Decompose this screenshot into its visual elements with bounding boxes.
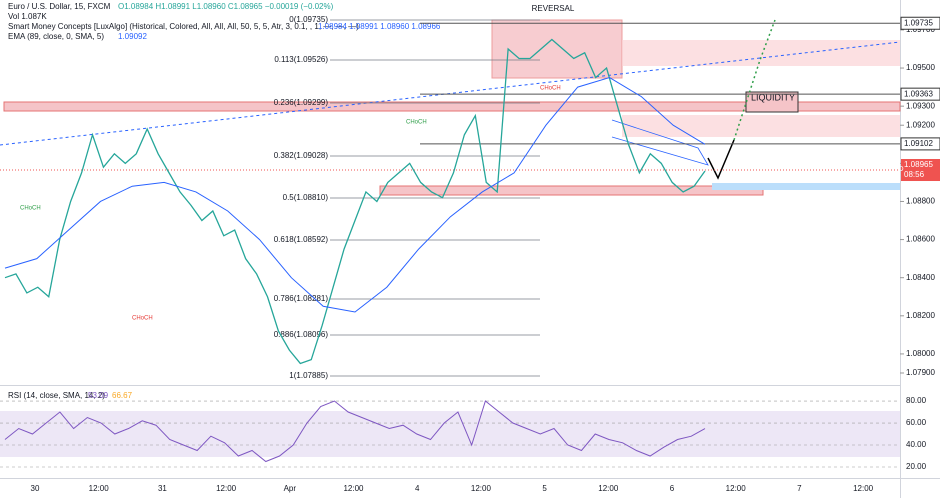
level-label: 1.09363 [904,89,933,98]
time-label: 12:00 [89,484,110,493]
support-zone [712,183,900,190]
price-line-series [4,38,706,365]
price-label: 1.08965 [904,160,933,169]
level-label: 1.09735 [904,18,933,27]
ohlc: O1.08984 H1.08991 L1.08960 C1.08965 −0.0… [118,2,334,11]
time-label: 12:00 [726,484,747,493]
fib-label: 0(1.09735) [289,15,328,24]
volume: Vol 1.087K [8,12,47,21]
indicator-name: Smart Money Concepts [LuxAlgo] (Historic… [8,22,359,31]
time-label: 12:00 [216,484,237,493]
price-tick-label: 1.09300 [906,101,935,110]
reversal-label: REVERSAL [532,4,575,13]
time-label: 31 [158,484,167,493]
time-label: 5 [542,484,547,493]
price-axis-border [900,0,901,498]
symbol-title: Euro / U.S. Dollar, 15, FXCM [8,2,111,11]
time-label: 12:00 [598,484,619,493]
indicator-name: EMA (89, close, 0, SMA, 5) [8,32,104,41]
supply-zone [491,19,623,79]
rsi-tick-label: 40.00 [906,440,927,449]
indicator-values: 1.08984 1.08991 1.08960 1.08966 [318,22,441,31]
trend-line [0,41,901,146]
rsi-tick-label: 20.00 [906,462,927,471]
fib-label: 0.5(1.08810) [283,193,329,202]
rsi-title: RSI (14, close, SMA, 14, 2) [8,391,105,400]
time-axis-border [0,478,940,479]
choch-label: CHoCH [540,86,561,92]
price-symbol: EURUSD [874,166,904,173]
price-tick-label: 1.08400 [906,273,935,282]
demand-zone [379,185,764,196]
fib-label: 0.786(1.08281) [274,294,329,303]
choch-label: CHoCH [20,206,41,212]
channel [611,119,709,166]
fib-label: 1(1.07885) [289,371,328,380]
time-label: Apr [284,484,297,493]
rsi-reading: 53.09 [88,391,109,400]
indicator-values: 1.09092 [118,32,147,41]
rsi-reading: 66.67 [112,391,133,400]
time-label: 12:00 [853,484,874,493]
price-line-series [4,77,706,313]
price-tick-label: 1.09200 [906,120,935,129]
choch-label: CHoCH [132,316,153,322]
fib-label: 0.886(1.08096) [274,330,329,339]
liquidity-label: LIQUIDITY [751,92,795,102]
pane-divider [0,385,900,386]
countdown: 08:56 [904,170,925,179]
rsi-line [4,400,706,463]
price-tick-label: 1.07900 [906,368,935,377]
rsi-tick-label: 60.00 [906,418,927,427]
level-label: 1.09102 [904,139,933,148]
level-box [900,16,940,30]
fib-label: 0.113(1.09526) [274,55,328,64]
level-box [900,137,940,151]
price-tick-label: 1.08200 [906,311,935,320]
price-tick-label: 1.08800 [906,197,935,206]
price-tick-label: 1.09500 [906,63,935,72]
time-label: 30 [31,484,40,493]
projection [707,139,735,180]
price-tick-label: 1.08600 [906,235,935,244]
time-label: 6 [670,484,675,493]
rsi-tick-label: 80.00 [906,396,927,405]
time-label: 4 [415,484,420,493]
level-box [900,87,940,101]
supply-zone [622,40,900,66]
choch-label: CHoCH [406,120,427,126]
time-label: 12:00 [471,484,492,493]
time-label: 12:00 [343,484,364,493]
fib-label: 0.382(1.09028) [274,151,329,160]
liquidity-box [745,91,799,113]
time-label: 7 [797,484,802,493]
fib-label: 0.618(1.08592) [274,235,329,244]
fib-label: 0.236(1.09299) [274,98,329,107]
price-tick-label: 1.08000 [906,349,935,358]
supply-zone [622,115,900,137]
price-box [901,159,940,182]
